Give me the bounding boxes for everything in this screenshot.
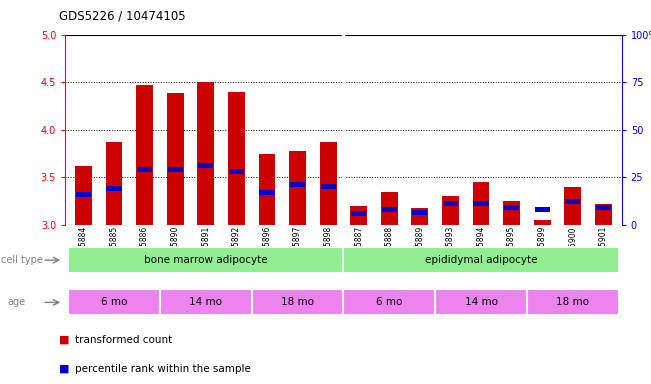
- Bar: [435, 290, 527, 315]
- Text: GSM635893: GSM635893: [446, 226, 455, 273]
- Text: GSM635885: GSM635885: [109, 226, 118, 272]
- Bar: [228, 92, 245, 225]
- Bar: [259, 190, 275, 195]
- Bar: [343, 247, 618, 273]
- Bar: [534, 220, 551, 225]
- Bar: [105, 142, 122, 225]
- Bar: [160, 290, 252, 315]
- Bar: [527, 290, 618, 315]
- Text: age: age: [8, 297, 26, 308]
- Bar: [252, 290, 343, 315]
- Bar: [443, 201, 458, 206]
- Text: GSM635888: GSM635888: [385, 226, 394, 272]
- Bar: [564, 187, 581, 225]
- Text: ■: ■: [59, 364, 69, 374]
- Bar: [197, 82, 214, 225]
- Bar: [320, 184, 336, 189]
- Bar: [229, 169, 244, 174]
- Bar: [76, 192, 91, 197]
- Text: percentile rank within the sample: percentile rank within the sample: [75, 364, 251, 374]
- Text: cell type: cell type: [1, 255, 43, 265]
- Text: epididymal adipocyte: epididymal adipocyte: [424, 255, 537, 265]
- Text: GSM635884: GSM635884: [79, 226, 88, 272]
- Bar: [442, 196, 459, 225]
- Text: 18 mo: 18 mo: [281, 297, 314, 308]
- Text: GSM635900: GSM635900: [568, 226, 577, 273]
- Bar: [596, 205, 611, 210]
- Bar: [107, 186, 122, 191]
- Bar: [412, 210, 428, 215]
- Text: GDS5226 / 10474105: GDS5226 / 10474105: [59, 10, 186, 23]
- Text: 18 mo: 18 mo: [556, 297, 589, 308]
- Bar: [343, 290, 435, 315]
- Bar: [290, 182, 305, 187]
- Text: GSM635897: GSM635897: [293, 226, 302, 273]
- Bar: [289, 151, 306, 225]
- Bar: [381, 207, 397, 212]
- Text: GSM635887: GSM635887: [354, 226, 363, 272]
- Bar: [473, 201, 489, 206]
- Text: GSM635894: GSM635894: [477, 226, 486, 273]
- Bar: [258, 154, 275, 225]
- Bar: [75, 166, 92, 225]
- Text: 6 mo: 6 mo: [376, 297, 402, 308]
- Text: GSM635898: GSM635898: [324, 226, 333, 272]
- Text: transformed count: transformed count: [75, 335, 172, 345]
- Text: GSM635892: GSM635892: [232, 226, 241, 272]
- Bar: [351, 210, 367, 216]
- Bar: [504, 205, 519, 210]
- Bar: [198, 163, 214, 168]
- Bar: [381, 192, 398, 225]
- Bar: [68, 247, 343, 273]
- Text: 6 mo: 6 mo: [101, 297, 127, 308]
- Text: GSM635901: GSM635901: [599, 226, 608, 273]
- Bar: [136, 85, 153, 225]
- Text: GSM635899: GSM635899: [538, 226, 547, 273]
- Bar: [350, 206, 367, 225]
- Text: GSM635889: GSM635889: [415, 226, 424, 272]
- Bar: [167, 167, 183, 172]
- Bar: [595, 204, 612, 225]
- Bar: [565, 199, 580, 204]
- Bar: [137, 167, 152, 172]
- Text: GSM635896: GSM635896: [262, 226, 271, 273]
- Bar: [68, 290, 160, 315]
- Text: GSM635890: GSM635890: [171, 226, 180, 273]
- Text: GSM635895: GSM635895: [507, 226, 516, 273]
- Text: ■: ■: [59, 335, 69, 345]
- Bar: [411, 207, 428, 225]
- Text: 14 mo: 14 mo: [189, 297, 222, 308]
- Text: bone marrow adipocyte: bone marrow adipocyte: [144, 255, 268, 265]
- Bar: [503, 201, 520, 225]
- Bar: [320, 142, 337, 225]
- Text: 14 mo: 14 mo: [465, 297, 497, 308]
- Text: GSM635886: GSM635886: [140, 226, 149, 272]
- Text: GSM635891: GSM635891: [201, 226, 210, 272]
- Bar: [473, 182, 490, 225]
- Bar: [534, 207, 549, 212]
- Bar: [167, 93, 184, 225]
